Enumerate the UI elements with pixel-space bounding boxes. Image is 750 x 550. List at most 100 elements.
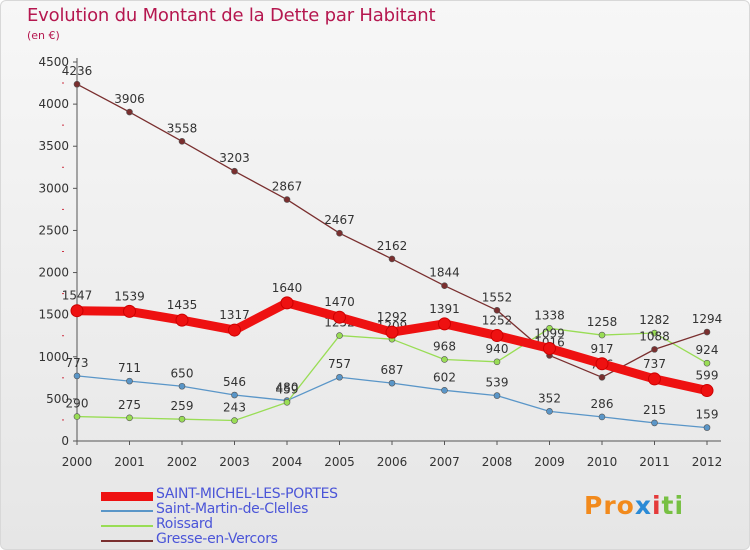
data-point: [595, 357, 609, 371]
data-point: [73, 80, 81, 88]
data-point: [546, 408, 553, 415]
y-tick-label: 2000: [38, 266, 69, 280]
data-label: 459: [276, 382, 299, 396]
legend-swatch: [101, 510, 153, 512]
data-point: [651, 419, 658, 427]
data-label: 1099: [534, 326, 565, 340]
data-point: [598, 413, 606, 421]
data-label: 259: [171, 399, 194, 413]
data-label: 2867: [272, 180, 303, 194]
data-point: [385, 325, 399, 339]
data-point: [388, 379, 396, 387]
legend-label: SAINT-MICHEL-LES-PORTES: [156, 486, 338, 502]
data-label: 968: [433, 339, 456, 353]
data-label: 1292: [377, 310, 408, 324]
x-tick-label: 2010: [587, 455, 618, 469]
chart-title: Evolution du Montant de la Dette par Hab…: [27, 5, 436, 26]
data-label: 546: [223, 375, 246, 389]
data-point: [283, 196, 291, 203]
data-point: [441, 356, 448, 363]
proxiti-logo: Proxiti: [584, 491, 684, 520]
legend-swatch: [101, 525, 153, 527]
data-point: [228, 323, 241, 337]
data-label: 290: [66, 397, 89, 411]
logo-letters: x: [634, 491, 652, 520]
data-label: 3906: [114, 92, 145, 106]
data-label: 924: [696, 343, 719, 357]
x-tick-label: 2005: [324, 455, 355, 469]
x-tick-label: 2004: [272, 455, 303, 469]
data-point: [546, 325, 553, 332]
data-label: 1338: [534, 308, 565, 322]
data-point: [126, 377, 133, 385]
data-label: 1547: [62, 289, 93, 303]
data-point: [178, 415, 186, 423]
data-label: 3203: [219, 151, 250, 165]
data-label: 3558: [167, 121, 198, 135]
data-point: [178, 138, 186, 145]
data-point: [598, 374, 606, 381]
data-label: 1294: [692, 312, 723, 326]
y-tick-label: 4000: [38, 97, 69, 111]
data-point: [651, 329, 658, 337]
data-label: 1391: [429, 302, 460, 316]
x-tick-label: 2003: [219, 455, 250, 469]
legend-swatch: [101, 540, 153, 542]
x-tick-label: 2008: [482, 455, 513, 469]
y-tick-label: 2500: [38, 223, 69, 237]
y-tick-label: 0: [61, 434, 69, 448]
data-label: 275: [118, 398, 141, 412]
x-tick-label: 2000: [62, 455, 93, 469]
y-tick-label: 3500: [38, 139, 69, 153]
data-label: 599: [696, 369, 719, 383]
data-label: 286: [591, 397, 614, 411]
data-point: [651, 346, 658, 353]
y-tick-label: 3000: [38, 181, 69, 195]
data-label: 1640: [272, 281, 303, 295]
data-label: 711: [118, 361, 141, 375]
y-tick-label: 1500: [38, 308, 69, 322]
data-point: [126, 414, 133, 422]
x-tick-label: 2001: [114, 455, 145, 469]
data-point: [333, 310, 346, 324]
data-label: 215: [643, 403, 666, 417]
y-tick-label: 1000: [38, 350, 69, 364]
logo-letters: Pro: [584, 491, 635, 520]
legend-label: Gresse-en-Vercors: [156, 531, 278, 547]
data-point: [73, 413, 81, 420]
data-label: 1258: [587, 315, 618, 329]
data-label: 773: [66, 356, 89, 370]
data-point: [126, 108, 133, 116]
data-point: [441, 386, 448, 394]
x-tick-label: 2002: [167, 455, 198, 469]
data-point: [493, 306, 501, 314]
data-point: [336, 373, 343, 381]
data-label: 917: [591, 342, 614, 356]
chart-unit: (en €): [27, 29, 60, 42]
logo-letters: i: [651, 491, 662, 520]
data-point: [441, 282, 448, 289]
data-label: 352: [538, 391, 561, 405]
data-point: [703, 359, 711, 367]
legend-label: Roissard: [156, 516, 213, 532]
data-label: 1317: [219, 308, 250, 322]
data-point: [283, 399, 291, 406]
data-label: 687: [381, 363, 404, 377]
data-label: 737: [643, 357, 666, 371]
data-point: [231, 167, 238, 175]
data-point: [70, 304, 84, 318]
x-tick-label: 2011: [639, 455, 670, 469]
data-label: 4236: [62, 64, 93, 78]
y-tick-label: 4500: [38, 55, 69, 69]
y-tick-label: 500: [46, 392, 69, 406]
data-point: [178, 382, 186, 390]
data-point: [280, 296, 294, 310]
logo-letters: ti: [661, 491, 685, 520]
data-point: [336, 332, 343, 339]
data-label: 2467: [324, 213, 355, 227]
data-label: 159: [696, 408, 719, 422]
data-point: [700, 384, 714, 398]
data-label: 480: [276, 381, 299, 395]
data-label: 602: [433, 370, 456, 384]
data-label: 539: [486, 376, 509, 390]
